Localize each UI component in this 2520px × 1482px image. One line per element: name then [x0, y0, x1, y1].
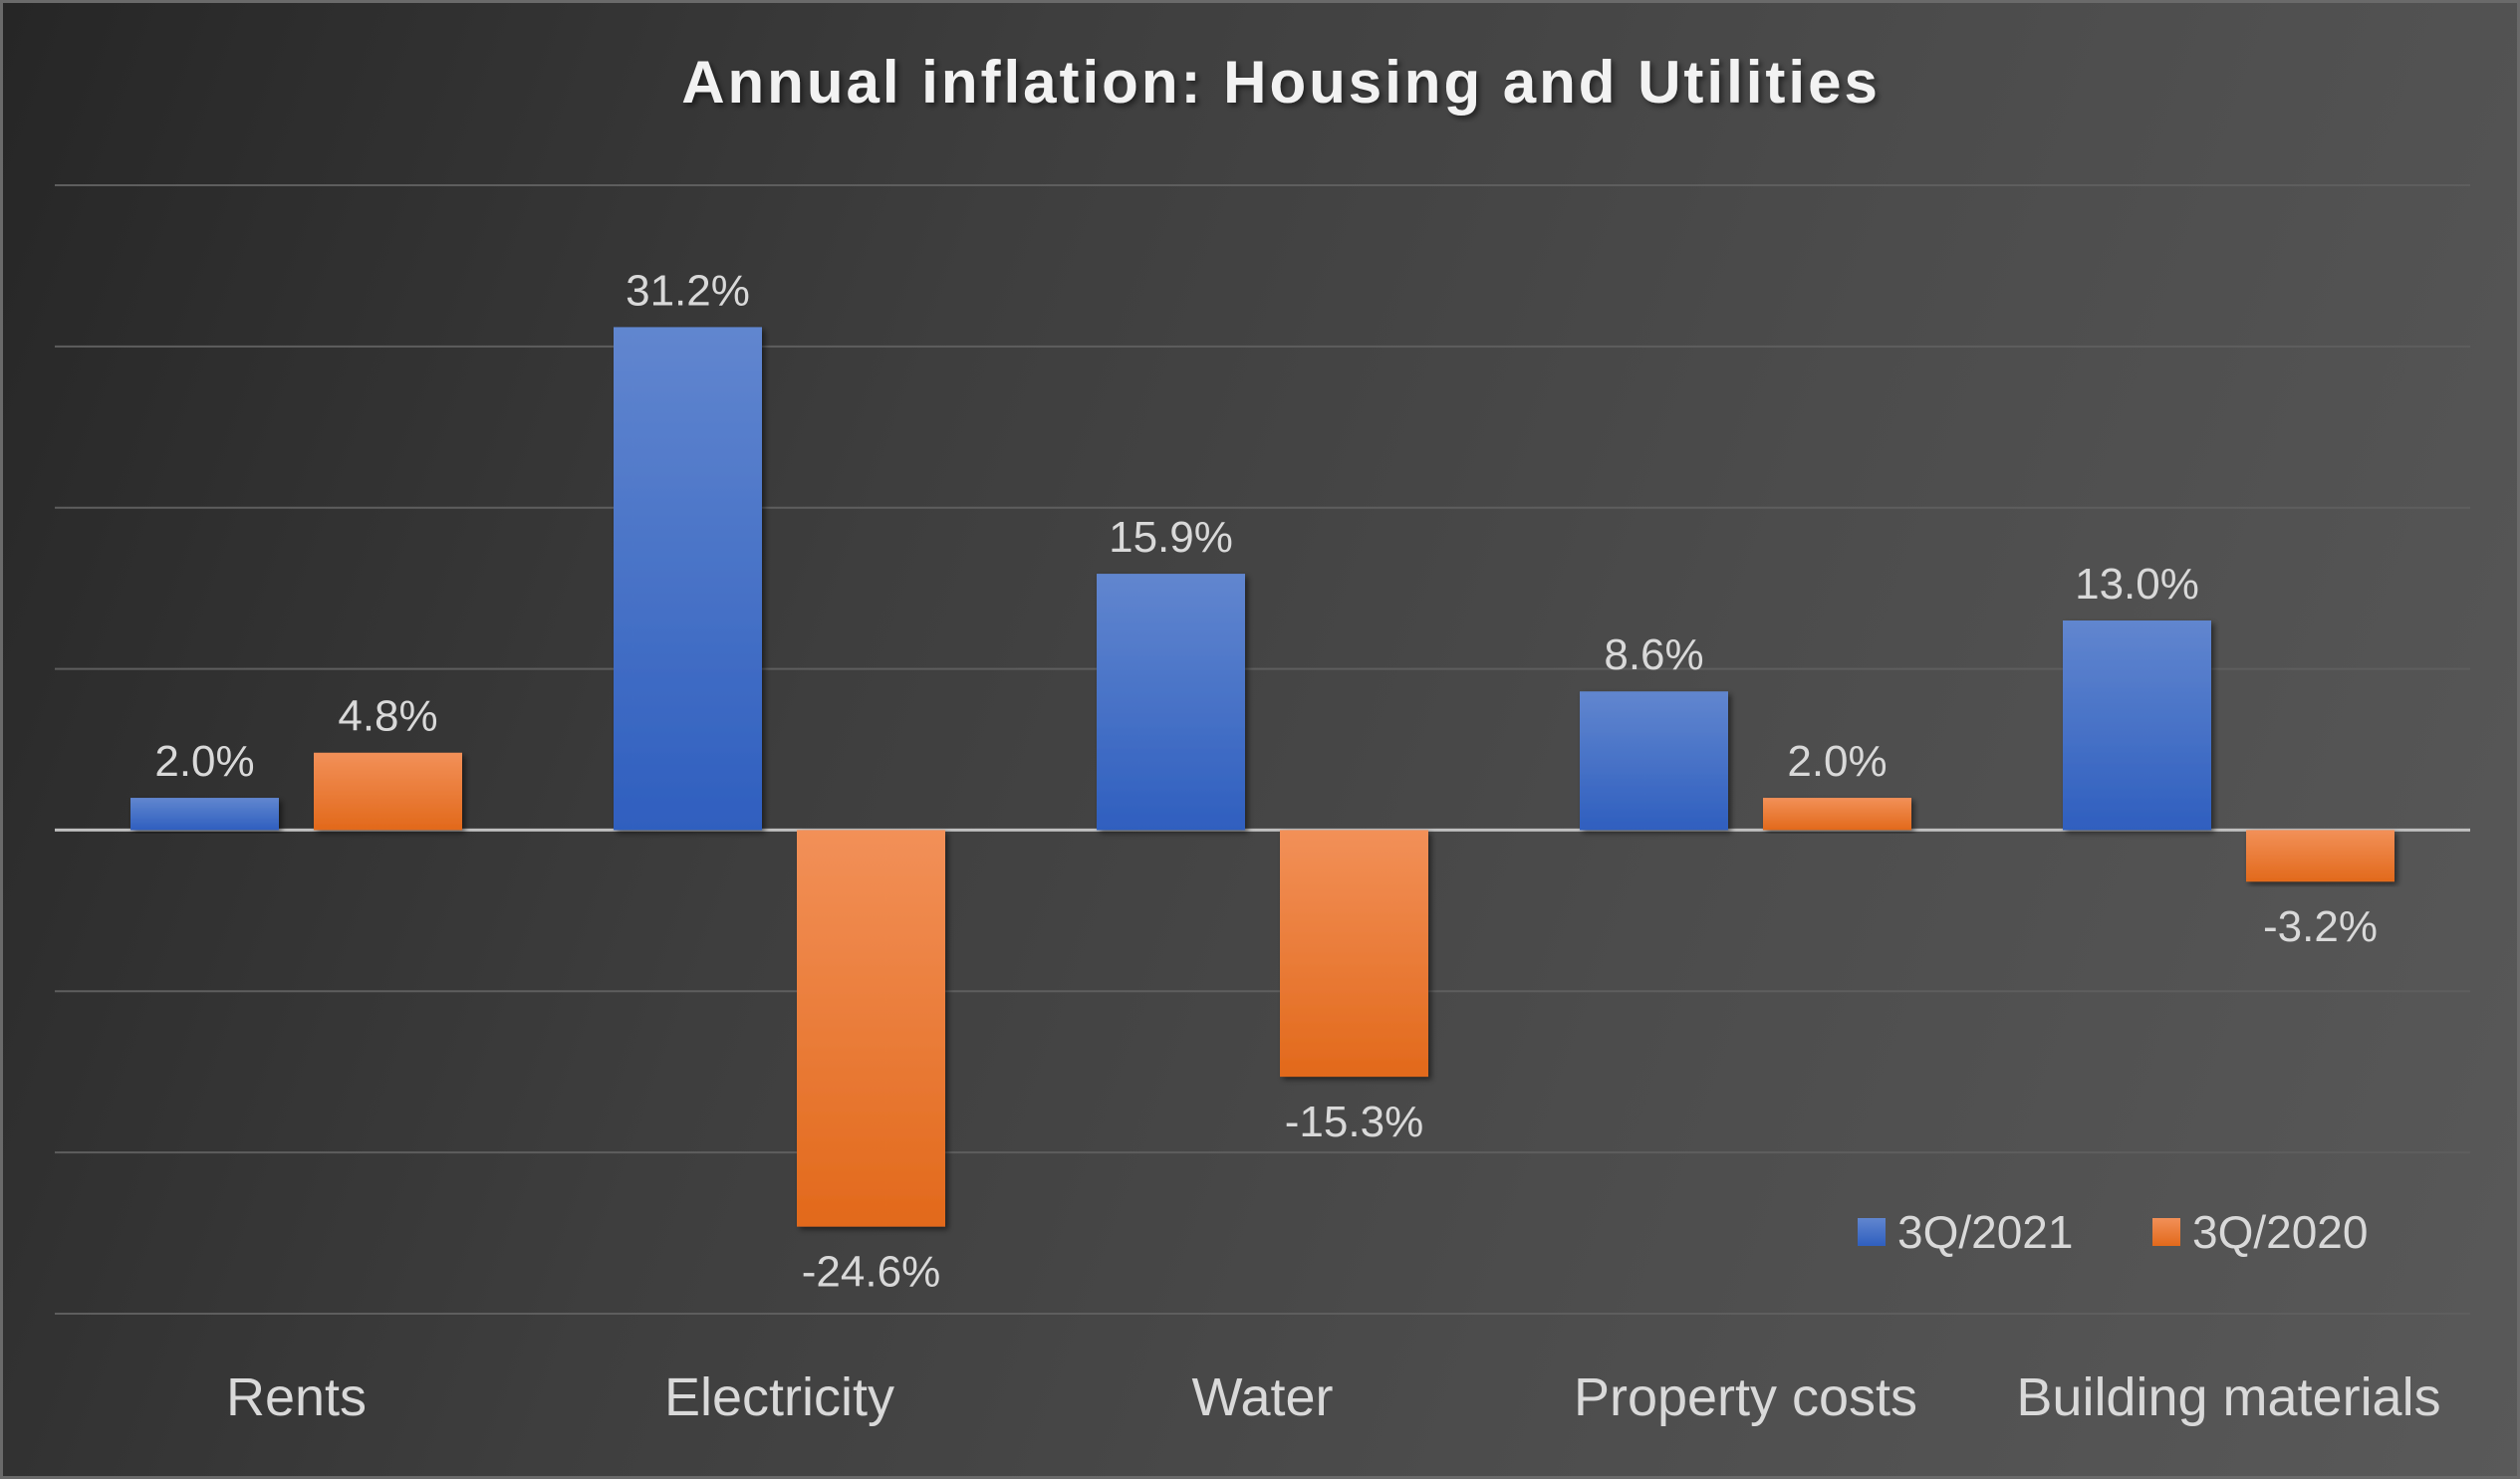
category-label: Rents	[226, 1367, 367, 1427]
bar-3Q-2021	[1097, 574, 1245, 831]
category-label: Property costs	[1574, 1367, 1917, 1427]
data-label: -3.2%	[2263, 902, 2378, 951]
data-label: -15.3%	[1285, 1098, 1423, 1146]
data-label: 4.8%	[338, 692, 437, 741]
bar-3Q-2020	[797, 830, 945, 1227]
bar-3Q-2020	[2246, 830, 2394, 882]
data-label: 13.0%	[2075, 560, 2199, 609]
bar-3Q-2020	[1280, 830, 1428, 1078]
legend-swatch	[2152, 1218, 2180, 1246]
bar-3Q-2021	[1580, 691, 1728, 831]
data-label: -24.6%	[802, 1248, 940, 1297]
data-label: 31.2%	[626, 266, 750, 315]
data-label: 15.9%	[1109, 513, 1233, 562]
category-label: Electricity	[664, 1367, 894, 1427]
category-label: Water	[1191, 1367, 1333, 1427]
data-label: 2.0%	[154, 737, 254, 786]
data-label: 2.0%	[1787, 737, 1887, 786]
bar-3Q-2021	[130, 798, 279, 831]
data-label: 8.6%	[1604, 630, 1703, 679]
bar-chart: Annual inflation: Housing and Utilities …	[55, 49, 2470, 1427]
legend-swatch	[1858, 1218, 1886, 1246]
bar-3Q-2020	[314, 752, 462, 831]
category-label: Building materials	[2016, 1367, 2440, 1427]
legend-label: 3Q/2021	[1897, 1206, 2073, 1258]
chart-title: Annual inflation: Housing and Utilities	[681, 49, 1881, 116]
legend-label: 3Q/2020	[2192, 1206, 2368, 1258]
bar-3Q-2021	[2063, 620, 2211, 831]
bar-3Q-2020	[1763, 798, 1911, 831]
bar-3Q-2021	[614, 327, 762, 831]
